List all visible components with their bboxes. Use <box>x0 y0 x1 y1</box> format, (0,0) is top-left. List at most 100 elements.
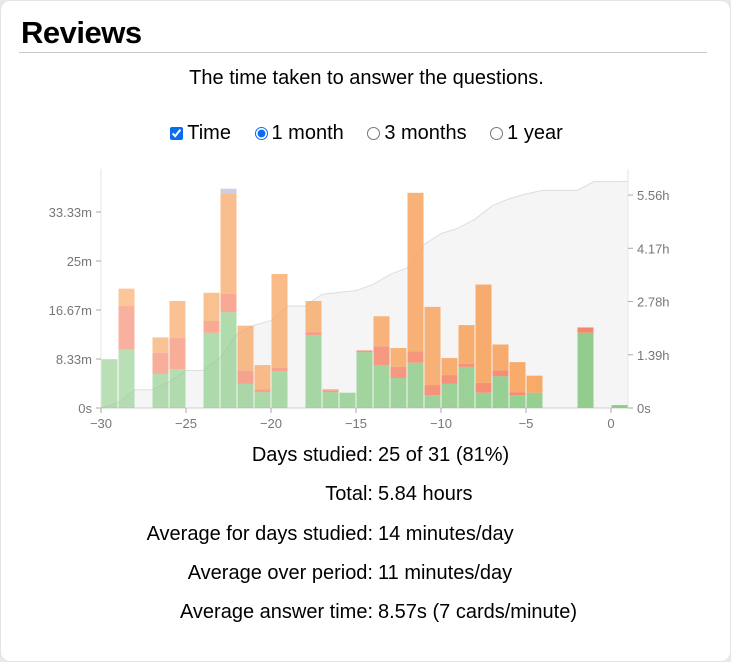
range-3-months[interactable]: 3 months <box>367 122 467 145</box>
bar-segment-orange <box>271 273 288 369</box>
stat-label: Total: <box>325 483 373 506</box>
time-label: Time <box>187 122 231 144</box>
stat-row: Average answer time: 8.57s (7 cards/minut… <box>1 601 731 640</box>
stat-row: Days studied: 25 of 31 (81%) <box>1 444 731 483</box>
bar-segment-red <box>390 366 407 379</box>
bar-segment-green <box>509 395 526 408</box>
subtitle: The time taken to answer the questions. <box>189 67 544 89</box>
bar-segment-green <box>577 332 594 408</box>
bar-segment-orange <box>373 316 390 347</box>
bar-segment-green <box>118 349 135 408</box>
bar-segment-red <box>441 375 458 384</box>
range-1-year[interactable]: 1 year <box>490 122 563 145</box>
bar-segment-purple <box>220 188 237 194</box>
bar-segment-orange <box>169 300 186 339</box>
x-tick-label: −20 <box>260 416 282 431</box>
bar-segment-red <box>458 363 475 367</box>
x-tick-label: −30 <box>90 416 112 431</box>
cumulative-line <box>100 180 629 409</box>
bar-segment-green <box>152 373 169 408</box>
bar-segment-green <box>237 383 254 408</box>
bar-segment-orange <box>203 292 220 321</box>
bar-segment-red <box>271 368 288 371</box>
reviews-chart: −30 −25 −20 −15 −10 −5 0 0s 8.33m 16.67m 25m 33.33m… <box>49 169 670 431</box>
x-tick-label: 0 <box>607 416 614 431</box>
bar-segment-red <box>424 385 441 396</box>
stat-row: Total: 5.84 hours <box>1 483 731 522</box>
stat-value: 25 of 31 (81%) <box>378 444 510 466</box>
bar-segment-green <box>526 392 543 408</box>
bar-segment-red <box>305 332 322 336</box>
bar-segment-red <box>237 370 254 384</box>
stat-value: 5.84 hours <box>378 483 473 506</box>
bar-segment-green <box>203 332 220 408</box>
bar-segment-orange <box>407 192 424 352</box>
bar-segment-orange <box>254 365 271 390</box>
bar-segment-green <box>271 370 288 408</box>
bar-segment-red <box>407 351 424 363</box>
bar-segment-green <box>458 366 475 408</box>
stat-label: Average over period: <box>187 561 373 584</box>
y-left-tick-label: 33.33m <box>49 205 92 220</box>
time-toggle[interactable]: Time <box>170 122 231 145</box>
bar-segment-orange <box>475 284 492 383</box>
stat-label: Days studied: <box>251 444 373 466</box>
y-right-tick-label: 2.78h <box>637 295 670 310</box>
x-tick-label: −10 <box>430 416 452 431</box>
x-tick-label: −5 <box>519 416 534 431</box>
page-title: Reviews <box>21 15 142 50</box>
y-right-tick-label: 4.17h <box>637 241 670 256</box>
bar-segment-orange <box>424 306 441 386</box>
bar-segment-orange <box>118 288 135 306</box>
bar-segment-red <box>509 392 526 396</box>
controls: Time 1 month 3 months 1 year <box>1 122 731 146</box>
bar-segment-green <box>254 392 271 408</box>
bar-segment-green <box>373 365 390 408</box>
bar-segment-red <box>475 382 492 393</box>
stats-table: Days studied: 25 of 31 (81%) Total: 5.84 h… <box>1 444 731 640</box>
y-left-tick-label: 0s <box>78 401 92 416</box>
bar-segment-green <box>101 359 118 408</box>
y-right-tick-label: 5.56h <box>637 188 670 203</box>
range-radio[interactable] <box>490 127 504 140</box>
bar-segment-red <box>254 389 271 393</box>
range-radio[interactable] <box>367 127 381 140</box>
bar-segment-red <box>220 293 237 313</box>
bar-segment-green <box>220 312 237 408</box>
bar-segment-red <box>492 370 509 377</box>
bar-segment-green <box>339 392 356 408</box>
bar-segment-red <box>118 305 135 350</box>
title-divider <box>19 52 707 53</box>
bar-segment-green <box>305 335 322 408</box>
bar-segment-red <box>152 352 169 374</box>
time-checkbox[interactable] <box>170 127 184 140</box>
y-left-tick-label: 25m <box>67 254 92 269</box>
bar-segment-red <box>577 327 594 333</box>
x-tick-label: −15 <box>345 416 367 431</box>
stat-label: Average answer time: <box>179 601 373 624</box>
range-radio[interactable] <box>254 127 268 140</box>
bar-segment-orange <box>526 375 543 393</box>
bar-segment-orange <box>322 389 339 391</box>
bar-segment-green <box>611 405 628 408</box>
x-tick-label: −25 <box>175 416 197 431</box>
bar-segment-red <box>322 390 339 393</box>
bar-segment-orange <box>390 348 407 367</box>
bar-segment-orange <box>458 325 475 364</box>
range-label: 3 months <box>384 122 467 144</box>
bar-segment-red <box>169 338 186 370</box>
bar-segment-green <box>356 352 373 408</box>
bar-segment-green <box>169 369 186 408</box>
bar-segment-green <box>492 376 509 408</box>
bar-segment-green <box>407 362 424 408</box>
range-label: 1 month <box>271 122 344 144</box>
bar-segment-orange <box>509 362 526 393</box>
bar-segment-green <box>475 392 492 408</box>
y-right-tick-label: 0s <box>637 401 651 416</box>
bar-segment-red <box>373 346 390 366</box>
stat-value: 11 minutes/day <box>378 561 513 584</box>
range-1-month[interactable]: 1 month <box>254 122 344 145</box>
y-left-tick-label: 16.67m <box>49 303 92 318</box>
y-right-tick-label: 1.39h <box>637 348 670 363</box>
